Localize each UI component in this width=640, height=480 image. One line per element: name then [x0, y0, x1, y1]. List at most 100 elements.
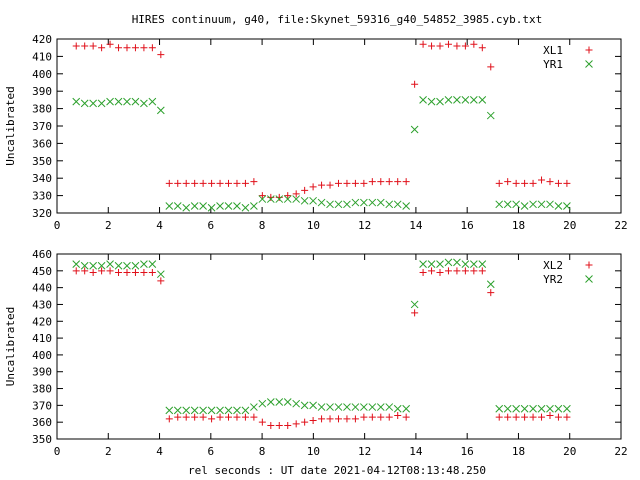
data-point [461, 260, 470, 268]
data-point [98, 267, 106, 275]
data-point [106, 260, 114, 268]
data-point [393, 200, 402, 209]
data-point [216, 413, 224, 421]
x-tick-label: 16 [461, 445, 474, 458]
y-tick-label: 420 [32, 33, 52, 46]
y-tick-label: 380 [32, 383, 52, 396]
data-point [461, 42, 469, 50]
data-point [267, 193, 275, 201]
data-point [250, 202, 258, 210]
x-tick-label: 14 [409, 219, 423, 232]
data-point [410, 300, 419, 309]
x-tick-label: 22 [614, 445, 627, 458]
data-point [148, 97, 157, 106]
data-point [411, 309, 419, 317]
data-point [114, 97, 123, 106]
data-point [224, 202, 233, 210]
x-tick-label: 2 [105, 445, 112, 458]
data-point [368, 198, 377, 207]
x-axis-label: rel seconds : UT date 2021-04-12T08:13:4… [188, 464, 486, 477]
data-point [368, 403, 377, 411]
data-point [106, 40, 114, 48]
data-point [300, 401, 309, 410]
y-tick-label: 460 [32, 248, 52, 261]
data-point [131, 97, 140, 106]
data-point [241, 406, 250, 415]
y-tick-label: 370 [32, 120, 52, 133]
data-point [495, 179, 503, 187]
data-point [275, 195, 284, 203]
data-point [419, 269, 427, 276]
data-point [469, 260, 478, 268]
data-point [182, 406, 191, 415]
data-point [504, 413, 512, 421]
data-point [376, 198, 385, 207]
series-YR1 [72, 96, 571, 212]
series-XL1 [72, 40, 571, 201]
data-point [318, 181, 326, 189]
data-point [250, 413, 258, 421]
x-tick-label: 12 [358, 445, 371, 458]
data-point [512, 179, 520, 187]
data-point [199, 179, 207, 187]
data-point [368, 413, 376, 421]
legend-label: XL2 [543, 259, 563, 272]
data-point [343, 403, 351, 411]
data-point [275, 193, 283, 201]
data-point [165, 179, 173, 187]
chart-title: HIRES continuum, g40, file:Skynet_59316_… [132, 13, 543, 26]
data-point [284, 422, 292, 430]
data-point [377, 178, 385, 186]
data-point [503, 200, 512, 209]
data-point [191, 413, 199, 421]
y-tick-label: 400 [32, 349, 52, 362]
data-point [208, 179, 216, 187]
data-point [233, 202, 241, 210]
data-point [470, 267, 478, 275]
data-point [461, 267, 469, 275]
data-point [360, 198, 368, 207]
data-point [537, 404, 546, 413]
data-point [402, 413, 410, 421]
legend-label: YR1 [543, 58, 563, 71]
data-point [140, 99, 148, 108]
data-point [309, 417, 317, 424]
data-point [131, 261, 140, 270]
data-point [165, 202, 174, 210]
data-point [461, 96, 470, 104]
data-point [72, 42, 80, 50]
legend-label: XL1 [543, 44, 563, 57]
data-point [225, 179, 233, 187]
data-point [487, 63, 495, 71]
data-point [495, 200, 504, 209]
data-point [495, 404, 504, 413]
data-point [156, 106, 165, 115]
data-point [89, 269, 97, 276]
data-point [140, 260, 148, 268]
data-point [80, 99, 89, 108]
data-point [410, 125, 419, 134]
data-point [106, 97, 114, 106]
data-point [284, 192, 292, 200]
data-point [402, 404, 411, 413]
data-point [258, 399, 267, 408]
data-point [520, 202, 529, 210]
data-point [292, 420, 300, 428]
x-tick-label: 10 [307, 219, 320, 232]
data-point [563, 413, 571, 421]
data-point [326, 200, 334, 209]
data-point [343, 200, 351, 209]
y-tick-label: 430 [32, 298, 52, 311]
data-point [436, 97, 444, 106]
data-point [106, 267, 114, 275]
data-point [512, 200, 521, 209]
data-point [385, 178, 393, 186]
data-point [360, 403, 368, 411]
data-point [140, 44, 148, 52]
data-point [478, 260, 487, 268]
data-point [554, 202, 563, 210]
data-point [182, 203, 191, 212]
data-point [504, 178, 512, 186]
data-point [140, 269, 148, 276]
data-point [266, 398, 275, 406]
